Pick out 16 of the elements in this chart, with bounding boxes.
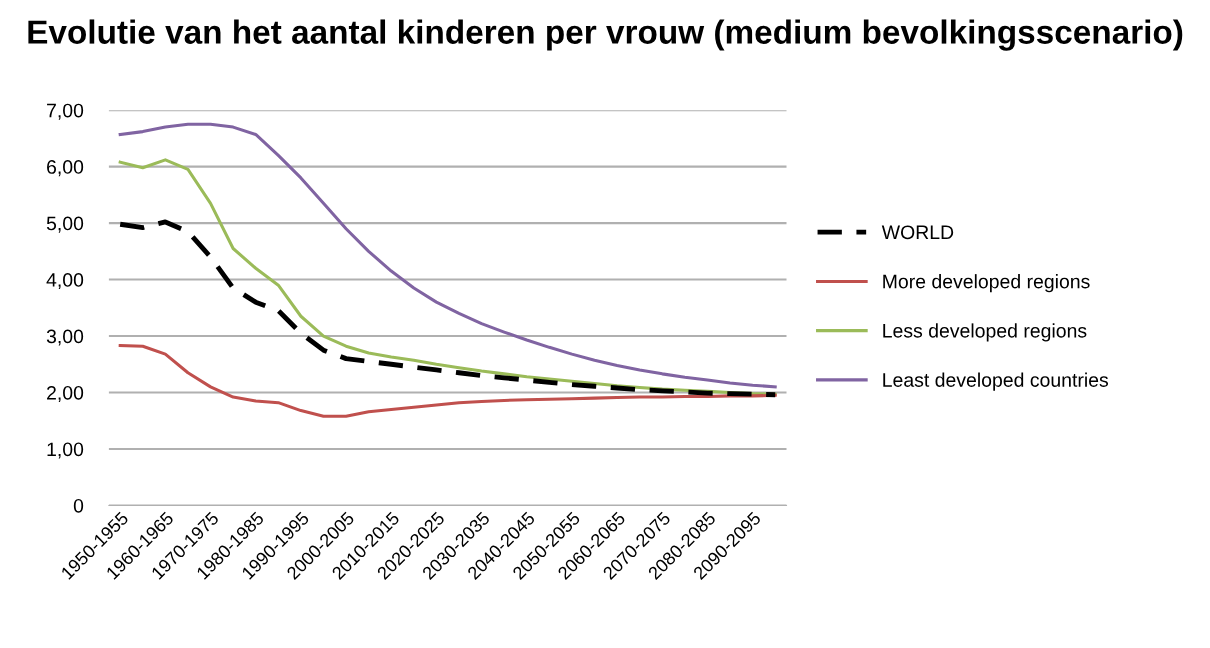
legend-label: WORLD bbox=[881, 225, 954, 240]
y-tick-label: 3,00 bbox=[46, 329, 84, 346]
chart-title: Evolutie van het aantal kinderen per vrouw (medium bevolkingsscenario) bbox=[28, 19, 1183, 51]
y-tick-label: 6,00 bbox=[47, 160, 84, 177]
y-tick-label: 4,00 bbox=[46, 273, 84, 290]
y-tick-label: 1,00 bbox=[47, 442, 84, 459]
legend-label: Least developed countries bbox=[883, 372, 1109, 391]
y-tick-label: 0 bbox=[73, 498, 84, 513]
legend-label: Less developed regions bbox=[883, 323, 1087, 342]
line-series bbox=[118, 122, 777, 389]
line-series bbox=[118, 344, 777, 418]
y-tick-label: 7,00 bbox=[47, 103, 84, 120]
line-series bbox=[117, 219, 778, 398]
y-tick-label: 2,00 bbox=[47, 385, 84, 403]
y-tick-label: 5,00 bbox=[46, 216, 84, 233]
legend-label: More developed regions bbox=[883, 274, 1090, 293]
